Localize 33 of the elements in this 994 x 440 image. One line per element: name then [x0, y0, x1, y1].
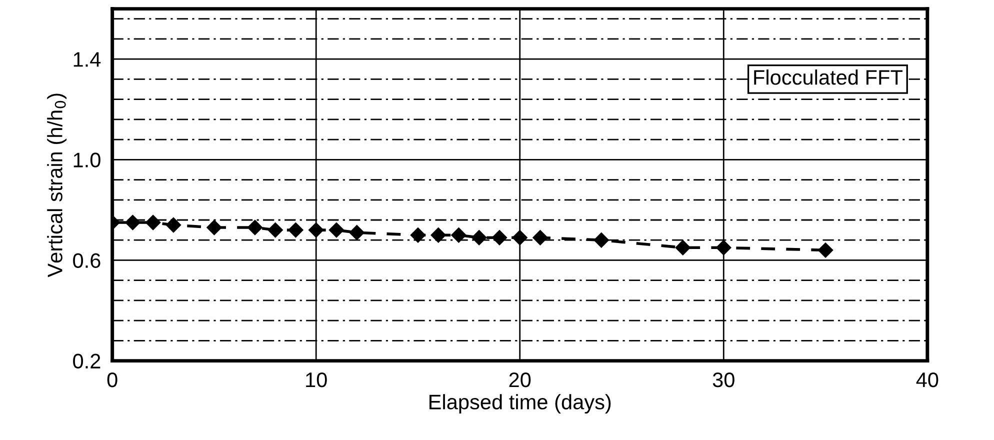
- point: [268, 222, 283, 238]
- point: [308, 222, 324, 238]
- point: [206, 220, 222, 236]
- point: [166, 217, 182, 233]
- point: [492, 230, 508, 246]
- point: [247, 220, 263, 236]
- x-tick-label: 0: [107, 372, 118, 388]
- point: [716, 240, 732, 256]
- point: [472, 230, 487, 246]
- y-tick-label: 1.4: [74, 52, 101, 67]
- x-tick-label: 10: [306, 372, 327, 388]
- x-tick-label: 40: [916, 372, 938, 388]
- point: [818, 242, 834, 258]
- y-tick-label: 0.2: [73, 354, 100, 369]
- y-tick-label: 1.0: [74, 152, 100, 168]
- point: [675, 240, 690, 256]
- x-tick-label: 30: [712, 372, 734, 388]
- point: [125, 214, 140, 230]
- annotation: Flocculated FFT: [754, 69, 902, 85]
- point: [512, 230, 528, 246]
- point: [430, 228, 446, 243]
- point: [146, 214, 161, 230]
- point: [288, 222, 304, 238]
- point: [349, 225, 364, 240]
- point: [532, 230, 548, 246]
- point: [328, 222, 344, 238]
- point: [410, 228, 426, 243]
- x-tick-label: 20: [509, 372, 531, 388]
- point: [594, 232, 609, 248]
- x-axis-title: Elapsed time (days): [430, 394, 611, 414]
- y-tick-label: 0.6: [73, 253, 100, 268]
- y-axis-title: Vertical strain (h/h$_{0}$): [47, 94, 67, 278]
- point: [451, 228, 466, 243]
